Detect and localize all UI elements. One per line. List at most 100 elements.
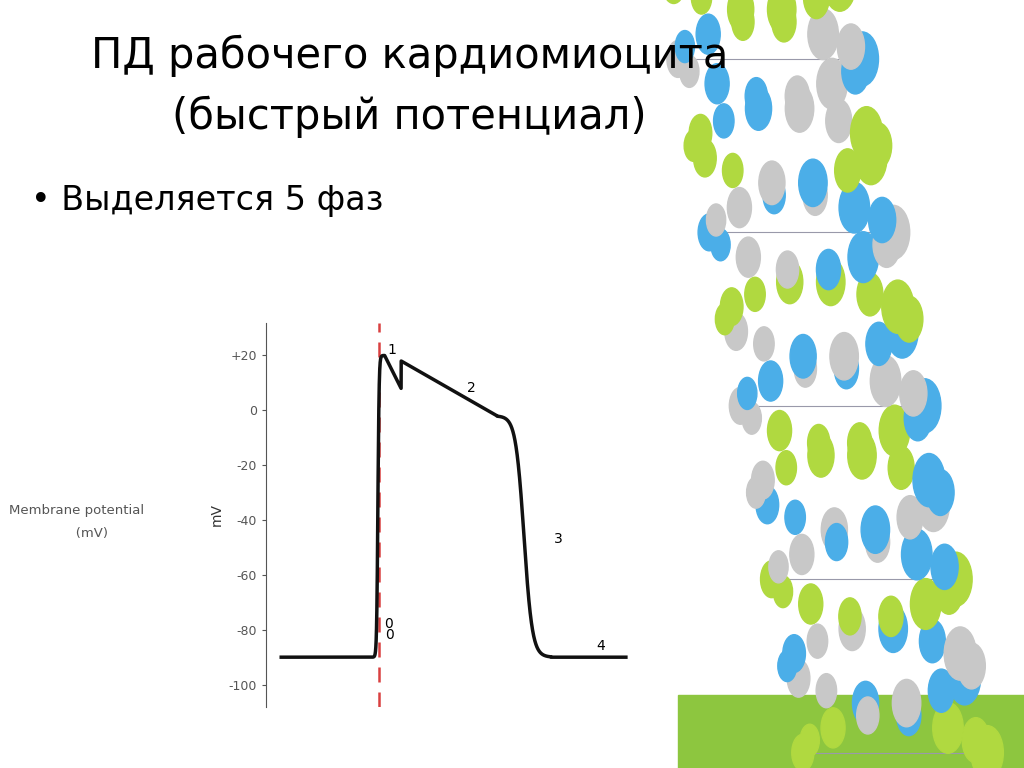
Circle shape [816,258,845,306]
Circle shape [776,260,803,303]
Text: • Выделяется 5 фаз: • Выделяется 5 фаз [31,184,383,217]
Circle shape [838,24,864,69]
Circle shape [855,131,887,184]
Circle shape [886,305,919,358]
Circle shape [782,634,806,673]
Circle shape [971,726,1004,768]
Circle shape [776,251,799,288]
Circle shape [742,402,762,434]
Circle shape [897,495,923,539]
Circle shape [768,0,796,33]
Circle shape [864,123,892,169]
Circle shape [728,0,754,31]
Circle shape [870,356,901,406]
Circle shape [763,177,785,214]
Circle shape [839,607,865,650]
Circle shape [754,327,774,361]
Circle shape [691,0,712,14]
Circle shape [785,84,814,132]
Circle shape [888,446,914,489]
Circle shape [851,107,883,160]
Circle shape [853,681,879,725]
Circle shape [908,379,941,433]
Circle shape [759,161,785,204]
Circle shape [944,627,976,680]
Y-axis label: mV: mV [209,503,223,526]
Circle shape [857,697,879,734]
Circle shape [772,2,796,42]
Circle shape [839,182,869,233]
Circle shape [866,323,892,366]
Text: (mV): (mV) [46,528,108,540]
Circle shape [785,500,806,535]
Circle shape [698,214,720,251]
Circle shape [785,76,809,116]
Circle shape [900,371,927,416]
Circle shape [848,423,871,463]
Circle shape [799,584,823,624]
Circle shape [746,477,765,508]
Circle shape [707,204,726,236]
Circle shape [773,575,793,607]
Circle shape [910,578,941,630]
Circle shape [825,524,848,561]
Circle shape [846,32,879,86]
Circle shape [752,462,774,499]
Circle shape [807,624,827,658]
Circle shape [808,8,839,60]
Circle shape [759,361,782,401]
Circle shape [696,14,720,55]
Circle shape [745,87,772,131]
Circle shape [857,273,883,316]
Circle shape [723,154,743,187]
Circle shape [963,717,989,763]
Circle shape [768,411,792,451]
Circle shape [882,280,913,333]
Circle shape [865,522,890,562]
Circle shape [680,55,699,88]
Text: 4: 4 [596,639,604,654]
Circle shape [816,674,837,708]
Circle shape [848,232,879,283]
Circle shape [756,486,778,524]
Circle shape [808,425,829,462]
Circle shape [895,296,923,342]
Circle shape [727,187,752,227]
Circle shape [848,432,877,479]
Circle shape [714,104,734,138]
Circle shape [897,695,921,736]
Circle shape [778,650,797,681]
Circle shape [790,535,814,574]
Circle shape [913,454,945,507]
Circle shape [667,41,689,78]
Text: 3: 3 [554,532,563,546]
Circle shape [787,660,810,697]
Bar [679,695,1024,768]
Circle shape [732,3,754,40]
Text: 0: 0 [385,628,394,642]
Circle shape [821,708,845,748]
Circle shape [711,229,730,261]
Circle shape [791,335,816,378]
Circle shape [792,734,814,768]
Circle shape [808,434,834,477]
Circle shape [957,643,985,689]
Circle shape [829,333,858,380]
Circle shape [729,387,752,424]
Circle shape [675,31,694,63]
Circle shape [761,561,782,598]
Circle shape [904,396,932,441]
Circle shape [861,506,890,554]
Circle shape [684,130,702,161]
Circle shape [823,0,856,12]
Circle shape [693,139,716,177]
Circle shape [892,680,921,727]
Circle shape [879,605,907,653]
Circle shape [737,377,757,409]
Circle shape [868,197,896,243]
Circle shape [663,0,685,4]
Text: 2: 2 [467,382,476,396]
Circle shape [803,175,827,215]
Text: Membrane potential: Membrane potential [9,505,144,517]
Circle shape [804,0,829,18]
